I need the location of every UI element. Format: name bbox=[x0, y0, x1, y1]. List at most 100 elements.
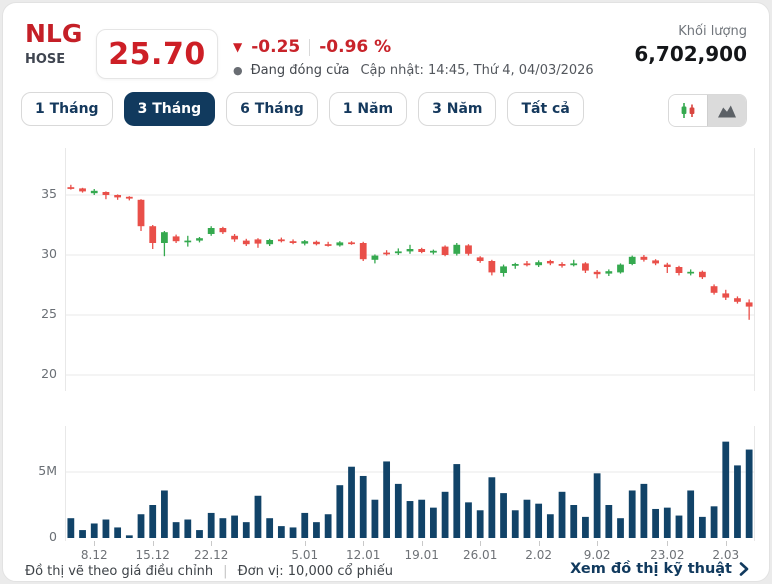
candle bbox=[289, 239, 297, 245]
candle bbox=[488, 259, 496, 276]
volume-chart-canvas[interactable] bbox=[65, 426, 755, 541]
candle bbox=[605, 269, 613, 276]
axis-tick-label: 30 bbox=[41, 246, 57, 261]
volume-bar bbox=[687, 490, 695, 538]
volume-bar bbox=[254, 495, 262, 538]
volume-bar bbox=[546, 514, 554, 538]
volume-bar bbox=[394, 483, 402, 538]
volume-bar bbox=[593, 473, 601, 538]
chart-type-toggle bbox=[668, 94, 747, 127]
volume-bar bbox=[663, 507, 671, 538]
volume-bar bbox=[523, 499, 531, 538]
volume-bar bbox=[359, 475, 367, 538]
range-tab-3-nam[interactable]: 3 Năm bbox=[418, 92, 497, 126]
volume-bar bbox=[348, 466, 355, 538]
candle bbox=[125, 196, 133, 201]
candle bbox=[184, 235, 192, 247]
candle bbox=[652, 259, 659, 266]
candle bbox=[465, 244, 472, 256]
candle bbox=[301, 240, 309, 246]
candle bbox=[734, 296, 741, 304]
volume-bar bbox=[640, 483, 648, 538]
candle bbox=[371, 254, 379, 264]
candle bbox=[324, 241, 332, 247]
range-tab-6-thang[interactable]: 6 Tháng bbox=[226, 92, 318, 126]
candle bbox=[359, 241, 367, 261]
volume-bar bbox=[125, 535, 133, 538]
volume-bar bbox=[535, 503, 543, 538]
x-axis-tick bbox=[363, 541, 365, 546]
technical-chart-link[interactable]: Xem đồ thị kỹ thuật bbox=[570, 561, 749, 577]
chevron-right-icon bbox=[739, 562, 749, 576]
candle bbox=[418, 247, 426, 254]
volume-bar bbox=[453, 464, 461, 538]
stock-symbol: NLG bbox=[25, 19, 83, 48]
volume-bar bbox=[722, 441, 730, 538]
volume-bar bbox=[301, 512, 309, 538]
volume-bar bbox=[570, 505, 578, 538]
volume-bar bbox=[289, 527, 297, 538]
candle bbox=[675, 265, 683, 276]
candlestick-chart-button[interactable] bbox=[669, 95, 707, 126]
price-change-row: ▼ -0.25 -0.96 % bbox=[233, 37, 391, 57]
volume-bar bbox=[605, 505, 613, 538]
volume-bar bbox=[313, 522, 320, 538]
candle bbox=[617, 263, 624, 274]
x-axis-label: 8.12 bbox=[80, 548, 108, 562]
candle bbox=[429, 249, 437, 255]
candle bbox=[745, 299, 753, 320]
volume-bar bbox=[149, 505, 157, 538]
range-tab-tat-ca[interactable]: Tất cả bbox=[507, 92, 584, 126]
volume-value: 6,702,900 bbox=[634, 42, 747, 66]
unit-note: Đơn vị: 10,000 cổ phiếu bbox=[237, 564, 393, 579]
volume-bar bbox=[698, 516, 706, 538]
price-change-percent: -0.96 % bbox=[319, 37, 392, 57]
volume-bar bbox=[652, 508, 659, 538]
candle bbox=[394, 248, 402, 255]
x-axis-label: 2.03 bbox=[712, 548, 740, 562]
volume-bar bbox=[336, 485, 344, 538]
volume-bar bbox=[558, 491, 566, 538]
candle bbox=[149, 225, 157, 249]
volume-label: Khối lượng bbox=[678, 24, 747, 39]
candle bbox=[207, 226, 215, 236]
x-axis-label: 26.01 bbox=[462, 548, 498, 562]
x-axis-tick bbox=[94, 541, 96, 546]
candle bbox=[383, 250, 391, 256]
range-tab-1-nam[interactable]: 1 Năm bbox=[328, 92, 408, 126]
candle bbox=[640, 255, 648, 262]
volume-bar bbox=[675, 515, 683, 538]
volume-bar bbox=[500, 493, 507, 538]
x-axis-label: 23.02 bbox=[650, 548, 685, 562]
x-axis: 8.12 15.12 22.12 5.01 12.01 19.01 26.01 2.02 9.0… bbox=[65, 541, 755, 563]
volume-bar bbox=[161, 490, 168, 538]
volume-bar bbox=[710, 506, 718, 538]
x-axis-label: 19.01 bbox=[404, 548, 439, 562]
range-tab-3-thang[interactable]: 3 Tháng bbox=[123, 92, 216, 126]
volume-bar bbox=[207, 512, 215, 538]
x-axis-tick bbox=[480, 541, 482, 546]
last-updated: Cập nhật: 14:45, Thứ 4, 04/03/2026 bbox=[360, 63, 594, 78]
candle bbox=[628, 255, 636, 266]
current-price: 25.70 bbox=[108, 36, 206, 72]
volume-bar bbox=[231, 515, 238, 538]
area-chart-button[interactable] bbox=[707, 95, 746, 126]
volume-bar bbox=[465, 502, 472, 538]
x-axis-label: 12.01 bbox=[346, 548, 381, 562]
x-axis-tick bbox=[597, 541, 599, 546]
range-tab-1-thang[interactable]: 1 Tháng bbox=[21, 92, 113, 126]
candle bbox=[593, 270, 601, 279]
x-axis-tick bbox=[152, 541, 154, 546]
candle bbox=[663, 262, 671, 273]
volume-bar bbox=[406, 501, 414, 538]
axis-tick-label: 35 bbox=[41, 186, 57, 201]
candle bbox=[114, 194, 122, 200]
candle bbox=[570, 259, 578, 267]
market-status: Đang đóng cửa bbox=[250, 63, 350, 78]
volume-bar bbox=[476, 510, 484, 538]
volume-bar bbox=[184, 519, 192, 538]
price-chart-canvas[interactable] bbox=[65, 148, 755, 391]
x-axis-tick bbox=[304, 541, 306, 546]
x-axis-tick bbox=[421, 541, 423, 546]
axis-tick-label: 25 bbox=[41, 306, 57, 321]
